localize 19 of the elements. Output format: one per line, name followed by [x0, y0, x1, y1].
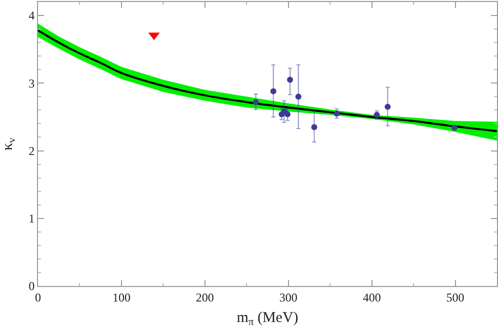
x-tick-label: 500: [446, 290, 464, 304]
x-tick-label: 300: [279, 290, 298, 304]
point: [311, 124, 318, 130]
point: [284, 111, 291, 118]
x-tick-label: 100: [112, 290, 130, 304]
point: [252, 99, 259, 106]
y-tick-label: 4: [28, 8, 35, 23]
x-tick-label: 400: [362, 290, 381, 304]
y-tick-label: 3: [28, 76, 35, 90]
point: [334, 110, 340, 117]
y-tick-label: 2: [28, 144, 35, 158]
point: [270, 88, 276, 94]
x-axis-title: m$_{π}$ (MeV): [236, 310, 298, 328]
y-tick-label: 1: [28, 212, 35, 226]
x-tick-label: 200: [196, 290, 214, 304]
point: [295, 94, 302, 100]
point: [287, 76, 294, 83]
y-tick-label: 0: [28, 279, 35, 294]
point: [384, 104, 391, 110]
